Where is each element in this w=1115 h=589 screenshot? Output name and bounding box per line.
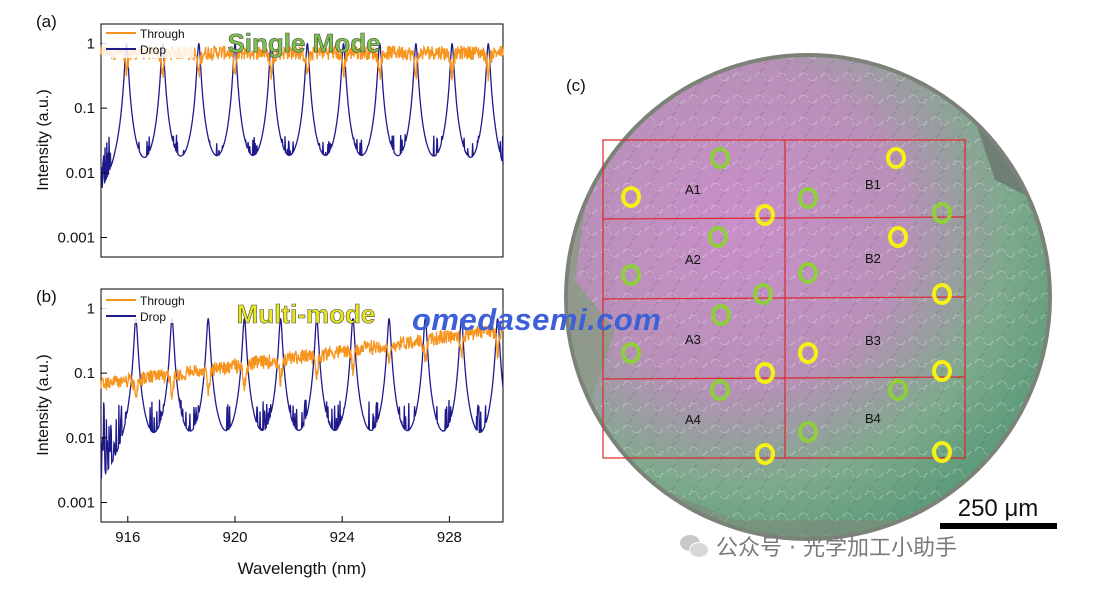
panel-a-label: (a) (36, 12, 57, 31)
legend-through-label: Through (140, 294, 185, 308)
region-label-a3: A3 (685, 332, 701, 347)
chart-a-title: Single Mode (227, 28, 380, 58)
ring-marker-yellow (798, 342, 818, 364)
ring-marker-green (710, 147, 730, 169)
chart-a: 1 0.1 0.01 0.001 Intensity (a.u.) Single Mo… (35, 23, 504, 258)
charts-svg: 1 0.1 0.01 0.001 Intensity (a.u.) Single Mo… (35, 23, 504, 578)
legend-drop-label: Drop (140, 43, 166, 57)
chart-b: 1 0.1 0.01 0.001 916 920 924 928 Intensity (a.… (35, 288, 504, 578)
series-drop-line (100, 43, 504, 188)
ring-markers (621, 147, 952, 465)
panel-b-label: (b) (36, 287, 57, 306)
region-label-a1: A1 (685, 182, 701, 197)
ring-marker-green (798, 187, 818, 209)
legend-through-label: Through (140, 27, 185, 41)
microscope-image: A1 A2 A3 A4 B1 B2 B3 B4 250 μm (564, 53, 1057, 541)
series-through-line (100, 324, 504, 400)
x-tick-label: 920 (222, 529, 247, 546)
chart-b-xlabel: Wavelength (nm) (238, 559, 367, 578)
ring-marker-green (708, 226, 728, 248)
y-tick-label: 0.1 (74, 100, 95, 117)
ring-marker-green (711, 304, 731, 326)
legend-drop-label: Drop (140, 310, 166, 324)
x-tick-label: 916 (115, 529, 140, 546)
ring-marker-yellow (621, 186, 641, 208)
ring-marker-yellow (755, 443, 775, 465)
watermark-text: omedasemi.com (412, 302, 662, 337)
ring-marker-yellow (755, 362, 775, 384)
y-tick-label: 0.1 (74, 365, 95, 382)
ring-marker-yellow (932, 283, 952, 305)
y-tick-label: 0.01 (66, 165, 95, 182)
ring-marker-yellow (755, 204, 775, 226)
ring-marker-green (932, 202, 952, 224)
region-grid (602, 139, 966, 459)
region-label-a4: A4 (685, 412, 701, 427)
chart-b-legend: Through Drop (102, 290, 194, 324)
region-label-b1: B1 (865, 177, 881, 192)
y-tick-label: 0.001 (57, 230, 95, 247)
ring-marker-green (621, 264, 641, 286)
ring-marker-green (798, 262, 818, 284)
ring-marker-green (710, 379, 730, 401)
footer: 公众号 · 光学加工小助手 (680, 528, 957, 564)
ring-marker-green (888, 379, 908, 401)
footer-text: 公众号 · 光学加工小助手 (716, 536, 957, 561)
region-labels: A1 A2 A3 A4 B1 B2 B3 B4 (685, 177, 881, 427)
region-label-a2: A2 (685, 252, 701, 267)
y-tick-label: 1 (87, 300, 95, 317)
ring-marker-yellow (886, 147, 906, 169)
ring-marker-green (753, 283, 773, 305)
chart-b-title: Multi-mode (237, 299, 376, 329)
ring-marker-yellow (932, 360, 952, 382)
ring-marker-green (621, 342, 641, 364)
ring-marker-green (798, 421, 818, 443)
region-label-b2: B2 (865, 251, 881, 266)
chart-a-ylabel: Intensity (a.u.) (35, 89, 52, 190)
chart-a-legend: Through Drop (102, 25, 194, 58)
y-tick-label: 0.01 (66, 430, 95, 447)
wechat-icon (680, 535, 709, 558)
scale-bar-label: 250 μm (958, 495, 1039, 522)
panel-c-label: (c) (566, 76, 586, 95)
region-label-b4: B4 (865, 411, 881, 426)
ring-marker-yellow (932, 441, 952, 463)
chart-b-ylabel: Intensity (a.u.) (35, 354, 52, 455)
scale-bar (940, 523, 1057, 529)
x-tick-label: 928 (437, 529, 462, 546)
y-tick-label: 1 (87, 35, 95, 52)
chart-b-frame (100, 288, 504, 523)
ring-marker-yellow (888, 226, 908, 248)
region-label-b3: B3 (865, 333, 881, 348)
y-tick-label: 0.001 (57, 495, 95, 512)
x-tick-label: 924 (330, 529, 355, 546)
